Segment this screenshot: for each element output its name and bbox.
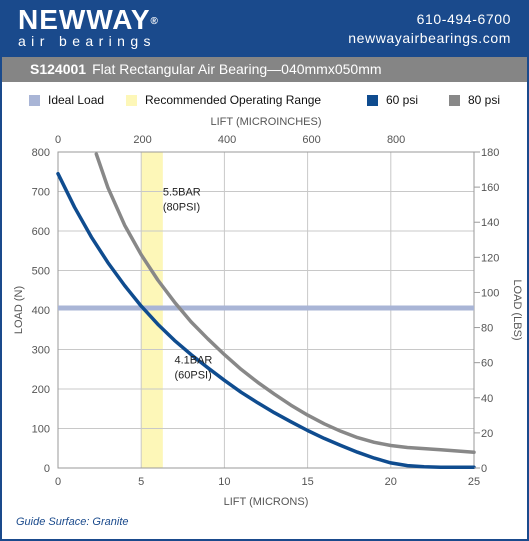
legend-recommended-range: Recommended Operating Range [126,93,321,107]
series-line-80psi [94,152,476,454]
legend-label: 60 psi [386,93,419,107]
x2-axis-label: LIFT (MICROINCHES) [210,116,321,128]
product-code: S124001 [30,61,87,77]
y2-tick-label: 140 [481,217,499,229]
series-annotation: 4.1BAR [174,354,212,366]
series-line-60psi [56,171,476,469]
x-tick-label: 5 [138,476,144,488]
legend-60psi: 60 psi [367,93,418,107]
legend-swatch-ideal-load [29,94,40,106]
y2-tick-label: 60 [481,358,493,370]
y2-tick-label: 180 [481,147,499,159]
legend: Ideal Load Recommended Operating Range 6… [0,88,529,112]
y2-tick-label: 160 [481,182,499,194]
y-tick-label: 0 [44,463,50,475]
legend-label: Recommended Operating Range [145,93,322,107]
y-tick-label: 200 [32,384,50,396]
y-tick-label: 100 [32,424,50,436]
y-tick-label: 300 [32,345,50,357]
y2-tick-label: 100 [481,287,499,299]
y-axis-label: LOAD (N) [13,286,25,334]
y2-tick-label: 0 [481,463,487,475]
website-url: newwayairbearings.com [348,30,511,46]
y2-tick-label: 20 [481,428,493,440]
series-annotation: (60PSI) [174,369,211,381]
x2-tick-label: 800 [387,134,405,146]
header-bar: NEWWAY® air bearings 610-494-6700 newway… [0,0,529,57]
y2-tick-label: 40 [481,393,493,405]
y-tick-label: 400 [32,305,50,317]
x-tick-label: 20 [385,476,397,488]
x-tick-label: 15 [301,476,313,488]
y2-axis-label: LOAD (LBS) [511,279,523,340]
y2-tick-label: 80 [481,323,493,335]
legend-ideal-load: Ideal Load [29,93,104,107]
y-tick-label: 500 [32,266,50,278]
legend-swatch-recommended-range [126,94,137,106]
contact-info: 610-494-6700 newwayairbearings.com [348,10,511,48]
guide-surface-note: Guide Surface: Granite [16,516,129,528]
logo-subtitle: air bearings [18,33,156,49]
y2-tick-label: 120 [481,252,499,264]
legend-swatch-80psi [449,94,460,106]
y-tick-label: 800 [32,147,50,159]
y-tick-label: 600 [32,226,50,238]
legend-label: Ideal Load [48,93,105,107]
series-annotation: 5.5BAR [163,186,201,198]
legend-swatch-60psi [367,94,378,106]
x2-tick-label: 200 [133,134,151,146]
series-annotation: (80PSI) [163,201,200,213]
company-logo: NEWWAY® [18,4,159,35]
x-axis-label: LIFT (MICRONS) [224,496,309,508]
x2-tick-label: 0 [55,134,61,146]
product-description: Flat Rectangular Air Bearing—040mmx050mm [92,61,382,77]
x-tick-label: 25 [468,476,480,488]
legend-label: 80 psi [468,93,501,107]
title-bar: S124001 Flat Rectangular Air Bearing—040m… [2,57,527,82]
legend-80psi: 80 psi [449,93,500,107]
x2-tick-label: 600 [302,134,320,146]
x2-tick-label: 400 [218,134,236,146]
y-tick-label: 700 [32,187,50,199]
x-tick-label: 0 [55,476,61,488]
phone-number: 610-494-6700 [416,11,511,27]
x-tick-label: 10 [218,476,230,488]
